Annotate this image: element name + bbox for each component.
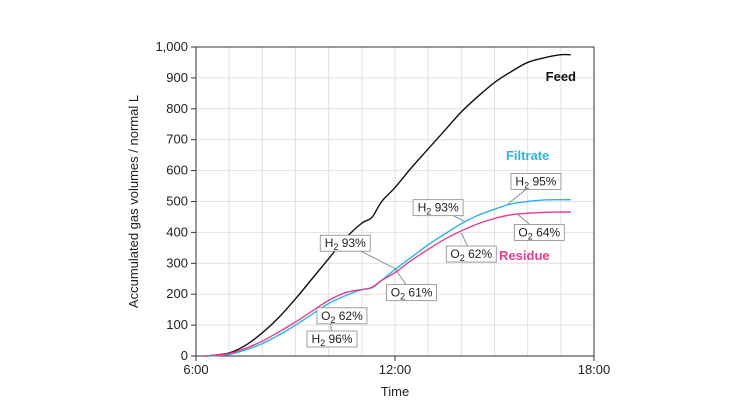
y-tick-label: 600 xyxy=(166,163,188,178)
x-tick-label: 12:00 xyxy=(379,362,412,377)
y-tick-label: 1,000 xyxy=(155,39,188,54)
x-tick-labels: 6:00 12:00 18:00 xyxy=(183,362,610,377)
annotation-label: H2 93% xyxy=(325,236,366,252)
annotation-label: O2 62% xyxy=(321,309,363,325)
y-axis-title: Accumulated gas volumes / normal L xyxy=(126,95,141,308)
x-axis-title: Time xyxy=(381,384,409,399)
series-line-feed xyxy=(205,53,571,357)
y-tick-label: 100 xyxy=(166,317,188,332)
grid xyxy=(196,46,594,357)
series-line-filtrate xyxy=(205,198,571,357)
annotation-label: H2 93% xyxy=(418,201,459,217)
y-tick-label: 400 xyxy=(166,224,188,239)
annotation-box xyxy=(513,223,565,241)
y-tick-label: 700 xyxy=(166,132,188,147)
y-tick-label: 800 xyxy=(166,101,188,116)
annotation-label: O2 61% xyxy=(391,286,433,302)
y-tick-labels: 0 100 200 300 400 500 600 700 800 900 1,000 xyxy=(155,39,188,363)
annotation-box xyxy=(445,245,497,263)
y-tick-label: 500 xyxy=(166,194,188,209)
annotation-box xyxy=(412,199,464,217)
series-line-residue xyxy=(205,211,571,357)
series-label-feed: Feed xyxy=(546,69,576,84)
series-lines xyxy=(205,53,571,357)
y-tick-label: 300 xyxy=(166,255,188,270)
x-tick-label: 6:00 xyxy=(183,362,208,377)
annotation-box xyxy=(316,307,368,325)
annotation-box xyxy=(306,330,358,348)
series-labels: Feed Filtrate Residue xyxy=(499,69,576,263)
annotation-label: H2 96% xyxy=(311,332,352,348)
annotation-label: O2 62% xyxy=(450,247,492,263)
y-tick-label: 200 xyxy=(166,286,188,301)
annotation-label: O2 64% xyxy=(518,225,560,241)
x-tick-label: 18:00 xyxy=(578,362,611,377)
y-tick-label: 0 xyxy=(181,348,188,363)
series-label-residue: Residue xyxy=(499,248,550,263)
axes xyxy=(191,46,595,361)
annotation-box xyxy=(319,234,371,252)
y-tick-label: 900 xyxy=(166,70,188,85)
annotations: H2 96% O2 62% O2 61% H2 93% H2 93% O2 62% H2 9… xyxy=(306,173,565,348)
series-label-filtrate: Filtrate xyxy=(506,148,549,163)
annotation-box xyxy=(510,173,562,190)
annotation-box xyxy=(386,284,437,302)
annotation-label: H2 95% xyxy=(515,174,556,190)
